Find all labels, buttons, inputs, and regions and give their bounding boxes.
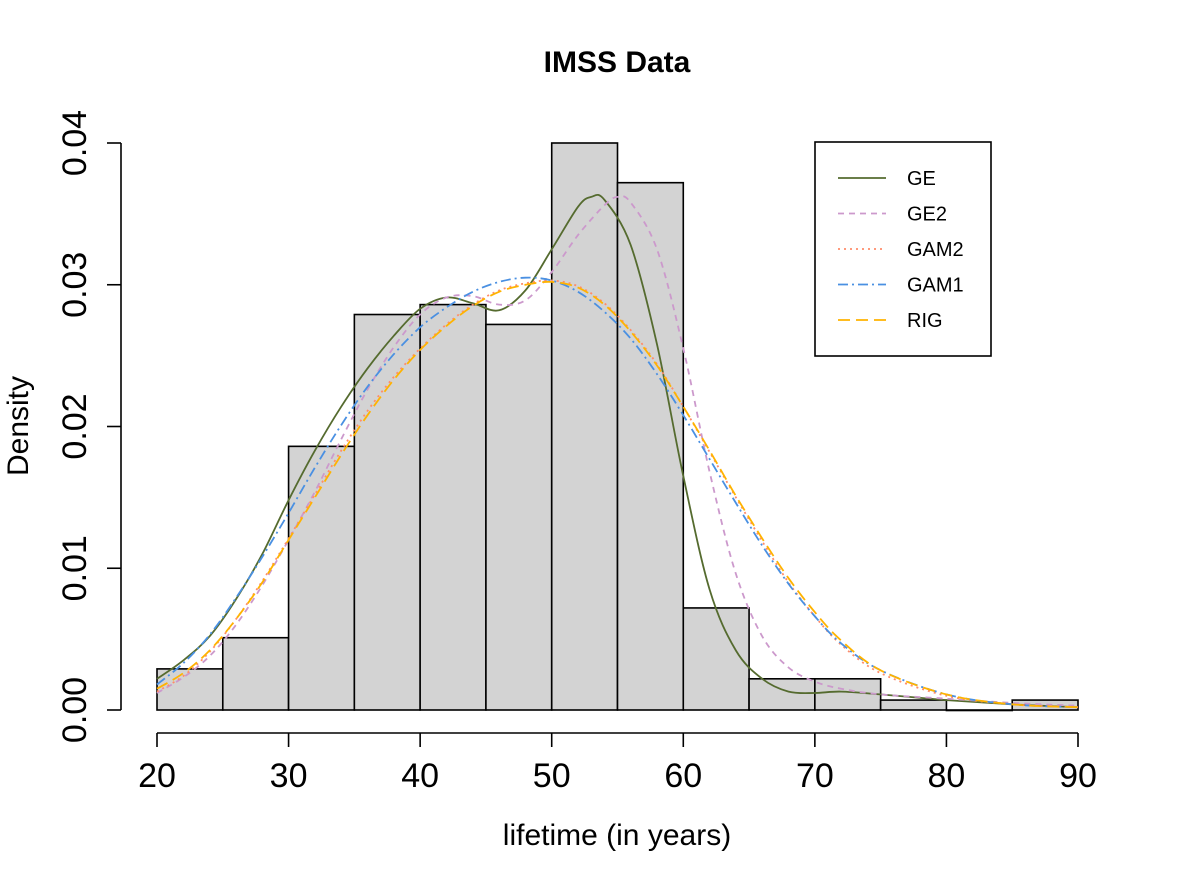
legend-label-ge: GE <box>907 168 936 190</box>
x-tick-label-20: 20 <box>138 757 176 795</box>
legend-label-ge2: GE2 <box>907 204 947 226</box>
histogram-bar-40-45 <box>419 303 487 711</box>
x-tick-label-80: 80 <box>928 757 966 795</box>
x-tick-label-30: 30 <box>270 757 308 795</box>
histogram-bar-80-85 <box>945 709 1014 712</box>
legend-label-rig: RIG <box>907 310 943 332</box>
density-curve-ge <box>156 193 1079 709</box>
density-curve-rig <box>156 280 1079 709</box>
x-tick-label-50: 50 <box>533 757 571 795</box>
y-tick-label-0.00: 0.00 <box>56 677 94 743</box>
y-tick-label-0.01: 0.01 <box>56 535 94 601</box>
x-tick-label-70: 70 <box>796 757 834 795</box>
x-tick-label-40: 40 <box>401 757 439 795</box>
histogram-bar-25-30 <box>221 636 290 711</box>
histogram-bar-30-35 <box>287 445 356 711</box>
density-curves <box>156 193 1079 709</box>
y-tick-label-0.02: 0.02 <box>56 393 94 459</box>
histogram-bar-75-80 <box>879 699 948 711</box>
histogram-bar-45-50 <box>485 323 553 711</box>
chart-title: IMSS Data <box>544 46 691 79</box>
histogram-bar-50-55 <box>550 142 619 711</box>
y-tick-label-0.04: 0.04 <box>56 110 94 176</box>
legend-label-gam2: GAM2 <box>907 239 964 261</box>
histogram-bars <box>156 142 1079 712</box>
y-axis-label: Density <box>2 376 35 476</box>
x-axis: 20 30 40 50 60 70 80 90 <box>138 732 1097 795</box>
histogram-bar-60-65 <box>682 607 750 711</box>
legend: GE GE2 GAM2 GAM1 RIG <box>814 141 992 357</box>
histogram-bar-35-40 <box>353 313 421 711</box>
histogram-bar-65-70 <box>748 678 816 711</box>
histogram-bar-20-25 <box>156 668 224 711</box>
legend-box <box>814 141 992 357</box>
y-axis: 0.00 0.01 0.02 0.03 0.04 <box>56 110 122 743</box>
x-tick-label-90: 90 <box>1059 757 1097 795</box>
x-tick-label-60: 60 <box>664 757 702 795</box>
histogram-bar-55-60 <box>616 181 685 711</box>
legend-label-gam1: GAM1 <box>907 275 964 297</box>
y-tick-label-0.03: 0.03 <box>56 252 94 318</box>
x-axis-label: lifetime (in years) <box>503 819 731 852</box>
